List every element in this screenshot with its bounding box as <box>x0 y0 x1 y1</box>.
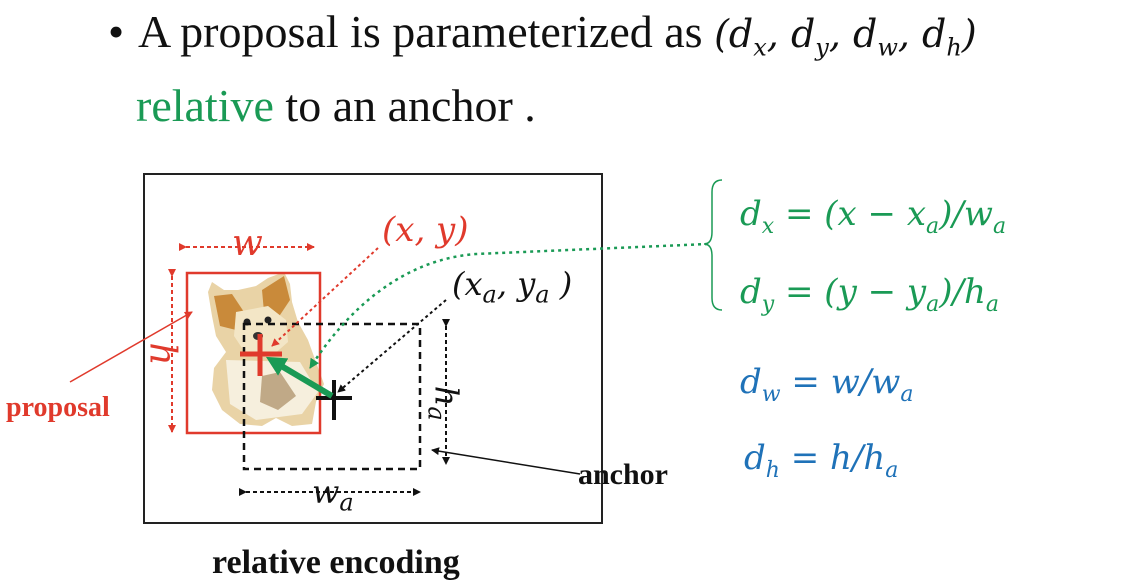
h-label: h <box>141 342 183 366</box>
bullet-dot: • <box>108 6 125 57</box>
diagram-caption: relative encoding <box>212 544 460 581</box>
proposal-label: proposal <box>6 392 110 423</box>
bullet-line-1: • A proposal is parameterized as (dx, dy,… <box>108 4 977 76</box>
line1-math: (dx, dy, dw, dh) <box>714 12 977 62</box>
proposal-pointer <box>69 311 193 383</box>
wa-label: wa <box>312 473 354 517</box>
xaya-label: (xa, ya ) <box>452 265 573 309</box>
equation-dx: dx = (x − xa)/wa <box>740 194 1007 239</box>
equation-dw: dw = w/wa <box>740 362 914 407</box>
image-frame <box>143 173 603 524</box>
anchor-pointer <box>431 447 581 475</box>
line2-rest: to an anchor . <box>273 80 536 131</box>
xy-pointer <box>271 247 379 347</box>
offset-arrow <box>265 356 334 399</box>
proposal-center-cross <box>240 334 282 376</box>
anchor-box <box>242 322 422 471</box>
relative-word: relative <box>136 80 274 131</box>
equation-dh: dh = h/ha <box>744 438 899 483</box>
proposal-box <box>185 271 322 435</box>
anchor-center-cross <box>316 380 352 420</box>
w-label: w <box>232 223 263 264</box>
anchor-label: anchor <box>578 458 668 491</box>
bullet-line-2: relative to an anchor . <box>136 78 536 134</box>
equation-dy: dy = (y − ya)/ha <box>740 272 999 317</box>
ha-label: ha <box>422 385 466 421</box>
xy-label: (x, y) <box>382 210 469 250</box>
line1-text: A proposal is parameterized as <box>138 6 703 57</box>
green-link-curve <box>308 242 709 369</box>
equation-bracket <box>703 179 723 311</box>
